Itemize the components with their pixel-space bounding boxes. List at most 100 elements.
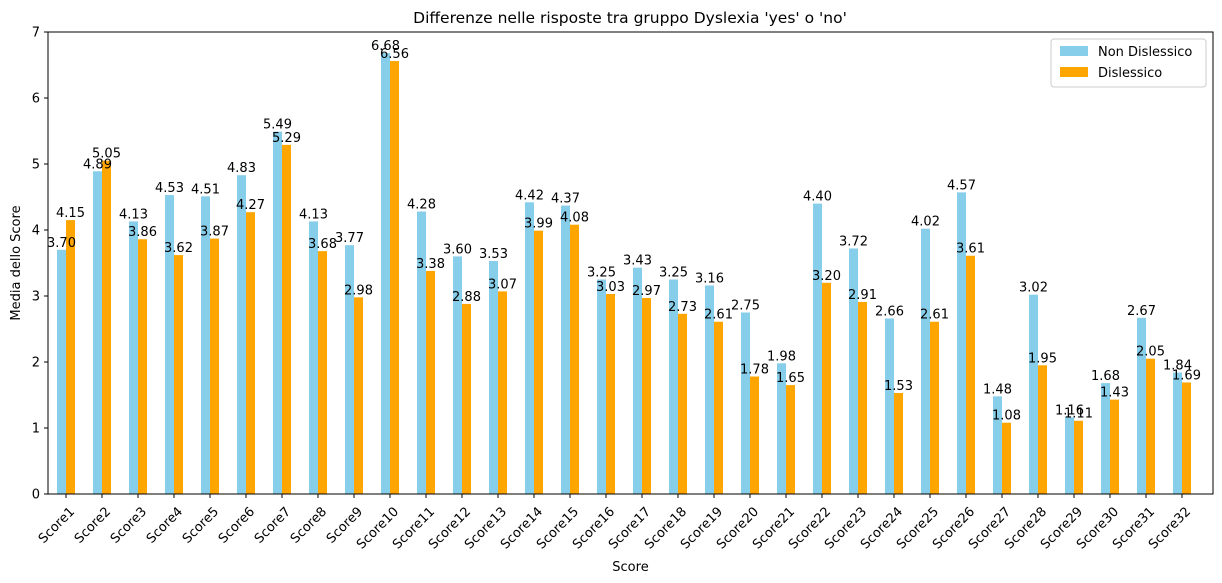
bar-non-dislessico-score22 [813,203,822,494]
bar-dislessico-score26 [966,255,975,494]
bar-label-dislessico-score17: 2.97 [632,284,661,299]
bar-dislessico-score4 [174,255,183,494]
bar-label-non-dislessico-score23: 3.72 [839,234,868,249]
bar-label-dislessico-score19: 2.61 [704,308,733,323]
bar-label-dislessico-score9: 2.98 [344,283,373,298]
bar-non-dislessico-score30 [1101,383,1110,494]
bar-non-dislessico-score21 [777,363,786,494]
legend-swatch-non-dislessico [1060,46,1088,56]
bar-non-dislessico-score25 [921,228,930,494]
bar-dislessico-score10 [390,61,399,494]
bar-label-dislessico-score8: 3.68 [308,237,337,252]
bar-label-non-dislessico-score8: 4.13 [299,207,328,222]
bar-label-non-dislessico-score22: 4.40 [803,190,832,205]
bar-label-non-dislessico-score17: 3.43 [623,254,652,269]
bar-non-dislessico-score13 [489,261,498,494]
bar-dislessico-score28 [1038,365,1047,494]
bar-dislessico-score30 [1110,399,1119,494]
bar-non-dislessico-score17 [633,267,642,494]
bar-dislessico-score27 [1002,422,1011,494]
bar-dislessico-score25 [930,321,939,494]
bar-label-dislessico-score12: 2.88 [452,290,481,305]
bar-label-non-dislessico-score27: 1.48 [983,382,1012,397]
bar-non-dislessico-score14 [525,202,534,494]
bar-label-dislessico-score32: 1.69 [1172,368,1201,383]
bar-non-dislessico-score8 [309,221,318,495]
bar-dislessico-score21 [786,385,795,494]
bar-dislessico-score8 [318,251,327,494]
bar-dislessico-score7 [282,144,291,495]
bar-non-dislessico-score1 [57,249,66,494]
bar-non-dislessico-score7 [273,131,282,494]
legend-swatch-dislessico [1060,67,1088,77]
bar-non-dislessico-score20 [741,312,750,494]
bar-non-dislessico-score2 [93,171,102,494]
bar-dislessico-score9 [354,297,363,494]
bar-dislessico-score5 [210,238,219,494]
bar-label-non-dislessico-score28: 3.02 [1019,281,1048,296]
bar-label-non-dislessico-score31: 2.67 [1127,304,1156,319]
bar-label-dislessico-score20: 1.78 [740,363,769,378]
bar-non-dislessico-score11 [417,211,426,494]
bar-label-dislessico-score29: 1.11 [1064,407,1093,422]
bar-dislessico-score3 [138,239,147,494]
bar-dislessico-score18 [678,313,687,494]
legend-label-non-dislessico: Non Dislessico [1098,45,1192,60]
bar-dislessico-score19 [714,321,723,494]
bar-label-dislessico-score18: 2.73 [668,300,697,315]
x-axis: Score1Score2Score3Score4Score5Score6Scor… [36,494,1194,552]
bar-non-dislessico-score16 [597,279,606,494]
bar-dislessico-score6 [246,212,255,494]
bar-label-non-dislessico-score25: 4.02 [911,215,940,230]
x-tick-label-score7: Score7 [252,504,294,546]
chart-title: Differenze nelle risposte tra gruppo Dys… [413,9,847,27]
bar-label-dislessico-score30: 1.43 [1100,386,1129,401]
bar-label-dislessico-score21: 1.65 [776,371,805,386]
bar-label-dislessico-score14: 3.99 [524,217,553,232]
bar-label-non-dislessico-score29: 1.16 [1055,403,1084,418]
bar-label-non-dislessico-score26: 4.57 [947,178,976,193]
bar-label-dislessico-score31: 2.05 [1136,345,1165,360]
bar-label-non-dislessico-score11: 4.28 [407,198,436,213]
bar-label-dislessico-score15: 4.08 [560,211,589,226]
bar-dislessico-score12 [462,303,471,494]
bar-dislessico-score20 [750,376,759,494]
y-tick-label: 7 [32,26,40,41]
y-tick-label: 5 [32,158,40,173]
bar-label-non-dislessico-score19: 3.16 [695,271,724,286]
bar-label-dislessico-score7: 5.29 [272,131,301,146]
bar-label-non-dislessico-score5: 4.51 [191,182,220,197]
bar-dislessico-score11 [426,270,435,494]
bar-label-non-dislessico-score24: 2.66 [875,304,904,319]
bar-non-dislessico-score6 [237,175,246,494]
bar-label-non-dislessico-score12: 3.60 [443,242,472,257]
bar-non-dislessico-score3 [129,221,138,495]
bar-non-dislessico-score29 [1065,417,1074,494]
bar-non-dislessico-score10 [381,53,390,495]
bar-non-dislessico-score9 [345,245,354,494]
y-tick-label: 1 [32,422,40,437]
bar-dislessico-score32 [1182,382,1191,494]
bar-label-dislessico-score2: 5.05 [92,147,121,162]
bar-non-dislessico-score28 [1029,294,1038,494]
y-axis-label: Media dello Score [9,205,24,320]
legend-frame [1050,38,1207,88]
bar-dislessico-score2 [102,160,111,494]
bar-label-dislessico-score26: 3.61 [956,242,985,257]
bar-non-dislessico-score27 [993,396,1002,494]
bar-label-non-dislessico-score18: 3.25 [659,266,688,281]
bar-label-non-dislessico-score21: 1.98 [767,349,796,364]
bar-label-non-dislessico-score1: 3.70 [47,236,76,251]
bar-dislessico-score24 [894,393,903,494]
bar-dislessico-score17 [642,297,651,494]
bar-label-dislessico-score5: 3.87 [200,225,229,240]
bar-non-dislessico-score19 [705,285,714,494]
bar-label-dislessico-score10: 6.56 [380,47,409,62]
bar-non-dislessico-score31 [1137,317,1146,494]
bar-non-dislessico-score23 [849,248,858,494]
bar-label-non-dislessico-score30: 1.68 [1091,369,1120,384]
bar-non-dislessico-score24 [885,318,894,494]
bar-label-non-dislessico-score14: 4.42 [515,188,544,203]
